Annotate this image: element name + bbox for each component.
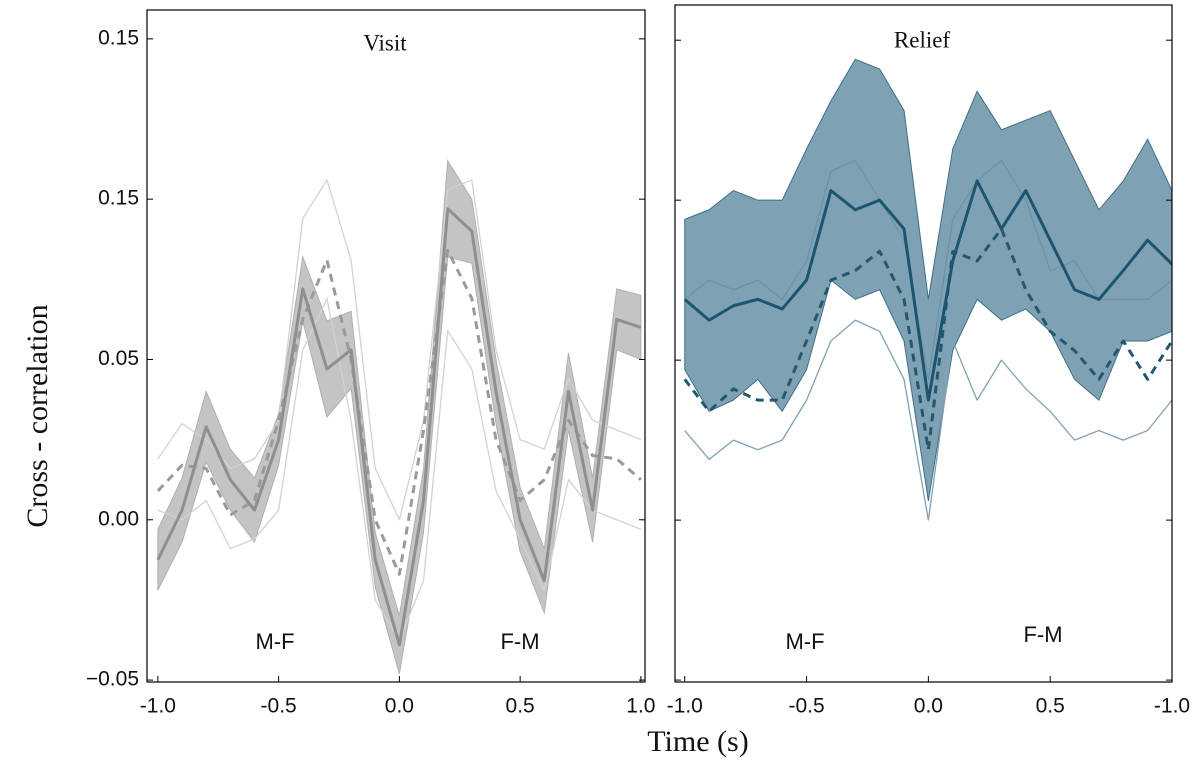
x-tick-label: -0.5 (788, 695, 824, 718)
line-dashed (683, 227, 1172, 452)
y-tick-label: 0.15 (98, 26, 139, 49)
y-tick-label: 0.00 (98, 507, 139, 530)
x-tick-label: 0.0 (914, 695, 943, 718)
y-tick-label: 0.15 (98, 187, 139, 210)
line-thin (684, 159, 1172, 380)
annotation: F-M (500, 629, 539, 654)
annotation: M-F (785, 629, 824, 654)
panel-title: Relief (894, 27, 951, 52)
plot-frame (146, 9, 646, 683)
plot-frame (674, 4, 1173, 683)
x-tick-label: 0.0 (385, 695, 414, 718)
x-tick-label: -1.0 (140, 695, 176, 718)
panel-title: Visit (363, 30, 407, 55)
x-tick-label: 0.5 (506, 695, 535, 718)
line-thin (684, 319, 1172, 521)
line-thin (157, 179, 642, 521)
x-tick-label: -0.5 (261, 695, 297, 718)
x-tick-label: 0.5 (1036, 695, 1065, 718)
confidence-band (157, 159, 642, 674)
y-tick-label: 0.05 (98, 347, 139, 370)
line-solid (683, 179, 1172, 402)
x-tick-label: 1.0 (626, 695, 655, 718)
y-tick-label: −0.05 (86, 668, 139, 691)
annotation: M-F (255, 629, 294, 654)
annotation: F-M (1023, 622, 1062, 647)
x-tick-label: -1.0 (1154, 695, 1190, 718)
line-dashed (156, 248, 642, 576)
plot-area (683, 58, 1172, 521)
y-axis-label: Cross - correlation (21, 304, 54, 527)
x-tick-label: -1.0 (667, 695, 703, 718)
plot-area (156, 159, 642, 674)
line-solid (156, 207, 642, 647)
x-axis-label: Time (s) (647, 725, 748, 758)
